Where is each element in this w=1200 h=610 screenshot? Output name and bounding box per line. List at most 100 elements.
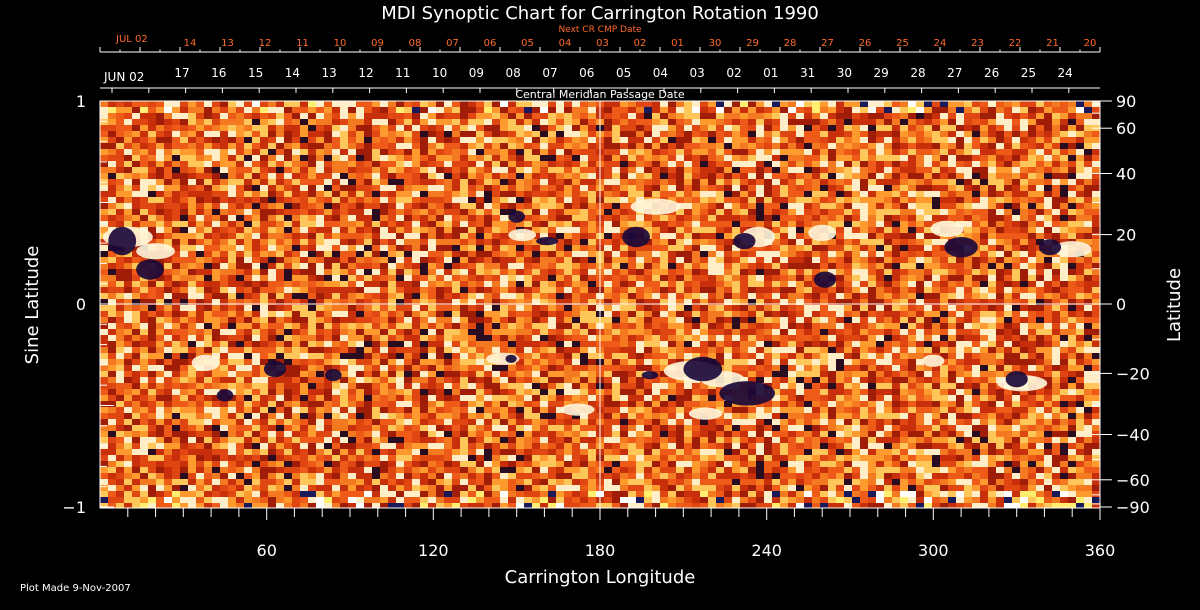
map-cell (924, 131, 932, 137)
map-cell (708, 251, 716, 257)
map-cell (140, 281, 148, 287)
map-cell (516, 281, 524, 287)
map-cell (132, 161, 140, 167)
map-cell (548, 227, 556, 233)
map-cell (908, 245, 916, 251)
map-cell (212, 191, 220, 197)
map-cell (292, 203, 300, 209)
map-cell (876, 167, 884, 173)
map-cell (300, 239, 308, 245)
map-cell (108, 317, 116, 323)
map-cell (676, 293, 684, 299)
next-cr-tick-label: 30 (709, 38, 722, 49)
map-cell (836, 131, 844, 137)
map-cell (788, 209, 796, 215)
map-cell (1012, 245, 1020, 251)
next-cr-tick-label: 06 (484, 38, 497, 49)
map-cell (140, 299, 148, 305)
map-cell (900, 203, 908, 209)
map-cell (1004, 203, 1012, 209)
map-cell (252, 233, 260, 239)
map-cell (980, 227, 988, 233)
map-cell (908, 329, 916, 335)
map-cell (588, 107, 596, 113)
map-cell (220, 221, 228, 227)
map-cell (748, 125, 756, 131)
map-cell (388, 137, 396, 143)
map-cell (428, 107, 436, 113)
map-cell (972, 269, 980, 275)
map-cell (972, 101, 980, 107)
map-cell (276, 281, 284, 287)
map-cell (364, 311, 372, 317)
map-cell (260, 323, 268, 329)
map-cell (900, 227, 908, 233)
map-cell (156, 215, 164, 221)
map-cell (724, 251, 732, 257)
map-cell (124, 305, 132, 311)
map-cell (652, 125, 660, 131)
map-cell (852, 167, 860, 173)
map-cell (316, 143, 324, 149)
map-cell (580, 233, 588, 239)
map-cell (476, 251, 484, 257)
map-cell (844, 263, 852, 269)
map-cell (420, 125, 428, 131)
map-cell (956, 299, 964, 305)
map-cell (212, 245, 220, 251)
map-cell (340, 227, 348, 233)
map-cell (260, 137, 268, 143)
map-cell (1068, 191, 1076, 197)
map-cell (916, 173, 924, 179)
map-cell (788, 119, 796, 125)
map-cell (172, 293, 180, 299)
map-cell (196, 263, 204, 269)
map-cell (948, 329, 956, 335)
map-cell (948, 101, 956, 107)
map-cell (428, 287, 436, 293)
map-cell (572, 227, 580, 233)
map-cell (436, 209, 444, 215)
map-cell (644, 329, 652, 335)
map-cell (468, 263, 476, 269)
map-cell (708, 257, 716, 263)
map-cell (1092, 113, 1100, 119)
map-cell (1012, 191, 1020, 197)
map-cell (700, 305, 708, 311)
map-cell (892, 155, 900, 161)
map-cell (1036, 179, 1044, 185)
map-cell (412, 221, 420, 227)
map-cell (748, 215, 756, 221)
map-cell (1068, 305, 1076, 311)
map-cell (708, 149, 716, 155)
map-cell (412, 161, 420, 167)
map-cell (180, 185, 188, 191)
map-cell (124, 287, 132, 293)
map-cell (988, 137, 996, 143)
map-cell (572, 137, 580, 143)
map-cell (1020, 269, 1028, 275)
map-cell (284, 191, 292, 197)
map-cell (772, 173, 780, 179)
map-cell (460, 323, 468, 329)
map-cell (884, 239, 892, 245)
map-cell (1060, 203, 1068, 209)
map-cell (724, 239, 732, 245)
map-cell (876, 311, 884, 317)
map-cell (484, 179, 492, 185)
map-cell (1004, 227, 1012, 233)
map-cell (836, 299, 844, 305)
map-cell (796, 317, 804, 323)
map-cell (1028, 173, 1036, 179)
map-cell (916, 125, 924, 131)
map-cell (196, 155, 204, 161)
map-cell (220, 257, 228, 263)
map-cell (508, 155, 516, 161)
map-cell (756, 269, 764, 275)
map-cell (636, 191, 644, 197)
map-cell (948, 257, 956, 263)
map-cell (292, 305, 300, 311)
map-cell (348, 239, 356, 245)
map-cell (508, 143, 516, 149)
map-cell (988, 233, 996, 239)
